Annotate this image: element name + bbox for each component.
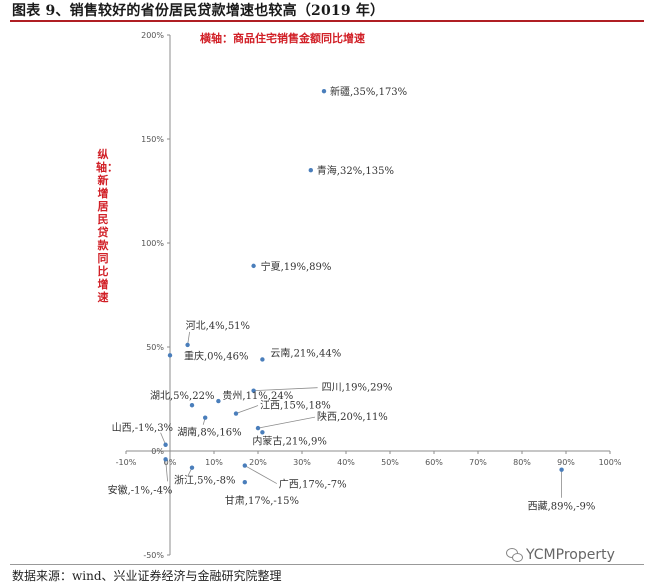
x-tick-label: 20% <box>249 458 267 467</box>
wechat-icon <box>506 548 523 562</box>
data-point <box>260 430 265 435</box>
x-tick-label: 60% <box>425 458 443 467</box>
data-label: 新疆,35%,173% <box>330 85 407 98</box>
data-point <box>189 465 195 470</box>
data-points <box>163 88 564 485</box>
x-tick-label: 70% <box>469 458 487 467</box>
data-label: 江西,15%,18% <box>260 400 331 412</box>
x-tick-label: 10% <box>205 458 223 467</box>
y-tick-label: 200% <box>141 31 164 40</box>
y-tick-label: -50% <box>143 551 164 560</box>
data-label: 甘肃,17%,-15% <box>225 494 299 507</box>
point-labels: 新疆,35%,173% 青海,32%,135% 宁夏,19%,89% 河北,4%,51… <box>108 85 596 513</box>
data-label: 宁夏,19%,89% <box>261 260 332 273</box>
leader-line <box>165 459 168 482</box>
leader-line <box>235 405 259 414</box>
data-label: 湖北,5%,22% <box>150 390 214 402</box>
data-point <box>233 411 239 416</box>
leader-line <box>244 465 277 484</box>
data-label: 西藏,89%,-9% <box>528 501 596 513</box>
data-point <box>321 88 327 94</box>
data-label: 重庆,0%,46% <box>184 349 248 362</box>
source-divider <box>10 564 644 565</box>
data-label: 广西,17%,-7% <box>279 479 347 491</box>
data-point <box>242 480 247 485</box>
data-label: 陕西,20%,11% <box>317 410 388 423</box>
data-point <box>308 168 313 173</box>
data-point <box>251 388 256 393</box>
data-label: 青海,32%,135% <box>317 164 394 177</box>
data-point <box>167 353 173 358</box>
data-label: 安徽,-1%,-4% <box>108 483 173 496</box>
y-tick-label: 0% <box>151 447 164 456</box>
y-tick-label: 150% <box>141 135 164 144</box>
axes <box>125 34 611 556</box>
y-tick-label: 100% <box>141 239 164 248</box>
x-axis-title: 横轴：商品住宅销售金额同比增速 <box>200 31 365 45</box>
data-label: 四川,19%,29% <box>322 383 393 394</box>
chart-title: 图表 9、销售较好的省份居民贷款增速也较高（2019 年） <box>12 3 385 19</box>
x-tick-label: -10% <box>116 458 137 467</box>
data-point <box>251 263 256 269</box>
y-tick-label: 50% <box>146 343 164 352</box>
data-point <box>242 463 247 468</box>
data-label: 内蒙古,21%,9% <box>252 434 326 447</box>
tick-labels: -10% 0% 10% 20% 30% 40% 50% 60% 70% 80% 90% 100% -50… <box>116 31 622 560</box>
data-point <box>216 398 221 404</box>
data-point <box>559 467 564 472</box>
leader-line <box>257 416 316 429</box>
data-point <box>255 425 261 431</box>
data-point <box>189 403 195 408</box>
data-label: 河北,4%,51% <box>186 320 250 332</box>
x-tick-label: 90% <box>557 458 575 467</box>
x-tick-label: 80% <box>513 458 531 467</box>
leader-line <box>253 387 318 392</box>
data-point <box>203 415 208 420</box>
watermark: YCMProperty <box>506 547 615 563</box>
data-point <box>163 457 168 462</box>
x-tick-label: 30% <box>293 458 311 467</box>
data-point <box>260 357 265 362</box>
data-point <box>163 442 168 447</box>
data-label: 贵州,11%,24% <box>222 389 293 402</box>
data-label: 山西,-1%,3% <box>112 422 173 434</box>
data-label: 浙江,5%,-8% <box>174 475 235 487</box>
watermark-text: YCMProperty <box>526 547 615 563</box>
data-label: 湖南,8%,16% <box>177 426 241 439</box>
x-tick-label: 40% <box>337 458 355 467</box>
x-tick-label: 50% <box>381 458 399 467</box>
data-source: 数据来源：wind、兴业证券经济与金融研究院整理 <box>12 569 282 583</box>
title-divider <box>10 20 644 22</box>
data-point <box>185 342 190 348</box>
x-tick-label: 0% <box>164 458 177 467</box>
x-tick-label: 100% <box>599 458 622 467</box>
data-label: 云南,21%,44% <box>270 346 341 359</box>
